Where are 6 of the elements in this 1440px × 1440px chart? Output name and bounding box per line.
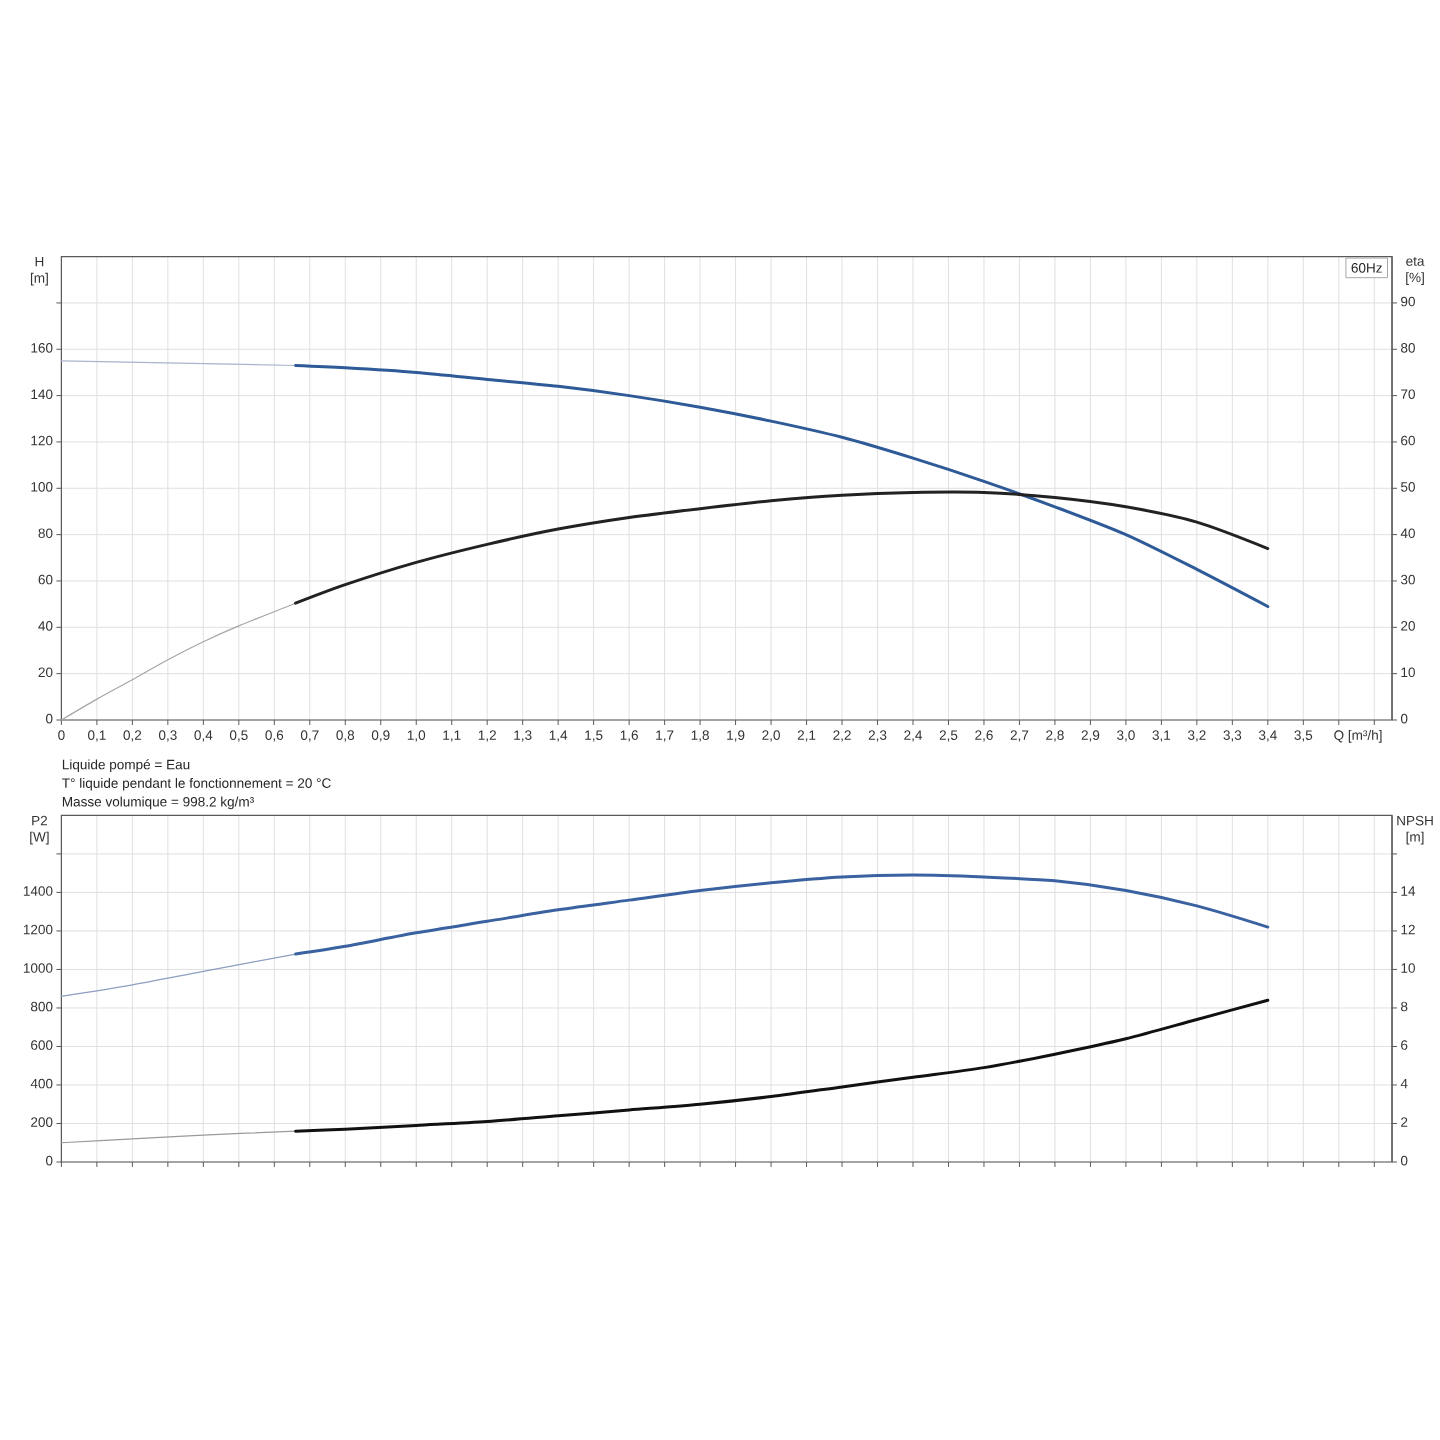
line-series: [294, 490, 1270, 605]
line-series: [294, 873, 1270, 956]
line-series: [60, 953, 297, 997]
line-series: [60, 602, 297, 721]
line-series: [294, 998, 1270, 1133]
line-series: [294, 363, 1270, 608]
